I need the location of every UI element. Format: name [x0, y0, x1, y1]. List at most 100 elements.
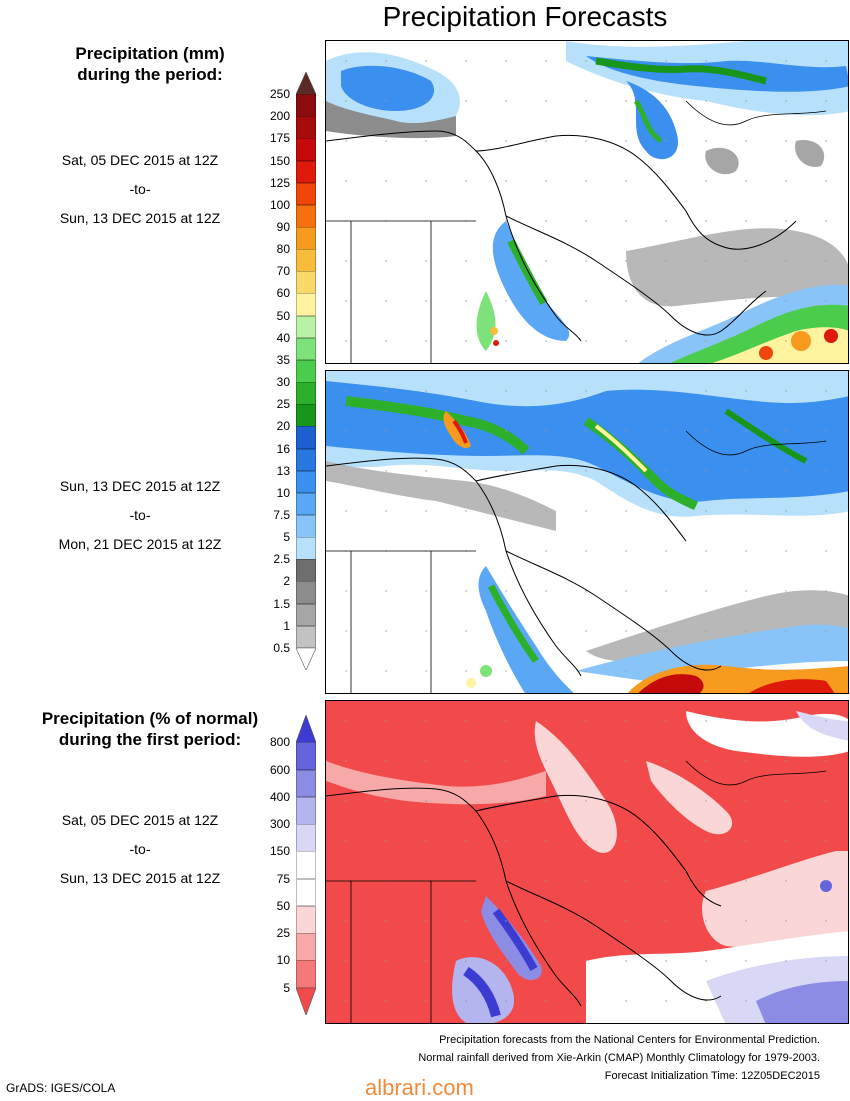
colorbar-mm-swatch	[296, 94, 316, 117]
colorbar-percent-swatch	[296, 824, 316, 852]
precip-mm-title: Precipitation (mm) during the period:	[20, 43, 280, 85]
colorbar-mm-label: 80	[276, 242, 290, 257]
footer-line2: Normal rainfall derived from Xie-Arkin (…	[418, 1052, 820, 1064]
period1-end: Sun, 13 DEC 2015 at 12Z	[59, 210, 221, 226]
period3-start: Sat, 05 DEC 2015 at 12Z	[61, 812, 219, 828]
colorbar-mm-label: 35	[276, 352, 290, 367]
colorbar-mm-label: 0.5	[273, 640, 290, 655]
colorbar-percent-swatch	[296, 769, 316, 798]
colorbar-mm-swatch	[296, 271, 316, 294]
map-period1-svg	[326, 41, 848, 363]
colorbar-percent-swatch	[296, 933, 316, 961]
page-title: Precipitation Forecasts	[382, 1, 668, 32]
colorbar-mm-swatch	[296, 359, 316, 383]
watermark: albrari.com	[365, 1075, 474, 1100]
colorbar-mm-label: 13	[276, 463, 290, 478]
colorbar-mm-bottom-arrow	[296, 647, 316, 670]
footer-notes: Precipitation forecasts from the Nationa…	[418, 1031, 820, 1085]
colorbar-percent-label: 300	[269, 817, 290, 832]
colorbar-mm-swatch	[296, 204, 316, 228]
colorbar-mm-label: 90	[276, 220, 290, 235]
colorbar-mm-swatch	[296, 514, 316, 538]
colorbar-mm-swatch	[296, 470, 316, 494]
colorbar-percent-label: 400	[269, 789, 290, 804]
colorbar-mm-swatch	[296, 559, 316, 582]
colorbar-mm-label: 16	[276, 441, 290, 456]
colorbar-percent-swatch	[296, 905, 316, 934]
precip-mm-title-line1: Precipitation (mm)	[75, 44, 225, 63]
colorbar-percent: 800 600 400 300 150 75 50 25 10 5	[270, 715, 316, 1015]
period1-start: Sat, 05 DEC 2015 at 12Z	[61, 152, 219, 168]
colorbar-mm-label: 100	[269, 197, 290, 212]
map-period2-svg	[326, 371, 848, 693]
colorbar-mm: 250 200 175 150 125 100 90 80 70 60 50 40 35 30 25 20 16…	[270, 72, 316, 670]
grads-credit: GrADS: IGES/COLA	[6, 1081, 116, 1095]
colorbar-mm-swatch	[296, 182, 316, 206]
precip-pct-title-line1: Precipitation (% of normal)	[41, 709, 259, 728]
colorbar-mm-label: 150	[269, 153, 290, 168]
map-panel-percent-normal	[325, 700, 849, 1024]
colorbar-percent-top-arrow	[296, 715, 316, 743]
colorbar-percent-swatch	[296, 796, 316, 825]
period2-start: Sun, 13 DEC 2015 at 12Z	[59, 478, 221, 494]
colorbar-mm-swatch	[296, 138, 316, 162]
colorbar-percent-swatch	[296, 960, 316, 989]
colorbar-percent-label: 25	[276, 926, 290, 941]
colorbar-mm-swatch	[296, 337, 316, 361]
colorbar-mm-swatch	[296, 382, 316, 405]
colorbar-mm-label: 10	[276, 485, 290, 500]
colorbar-mm-label: 2	[283, 574, 290, 589]
map-panel-period2	[325, 370, 849, 694]
colorbar-percent-bottom-arrow	[296, 987, 316, 1015]
colorbar-mm-swatch	[296, 492, 316, 516]
colorbar-mm-label: 1.5	[273, 596, 290, 611]
colorbar-percent-label: 600	[269, 762, 290, 777]
colorbar-mm-top-arrow	[296, 72, 316, 95]
colorbar-percent-label: 5	[283, 980, 290, 995]
colorbar-mm-swatch	[296, 315, 316, 339]
precip-pct-title: Precipitation (% of normal) during the f…	[20, 708, 280, 750]
colorbar-percent-label: 150	[269, 844, 290, 859]
colorbar-percent-label: 75	[276, 871, 290, 886]
colorbar-mm-swatch	[296, 448, 316, 472]
colorbar-mm-label: 200	[269, 109, 290, 124]
period3-label: Sat, 05 DEC 2015 at 12Z -to- Sun, 13 DEC…	[20, 806, 260, 893]
colorbar-mm-label: 7.5	[273, 507, 290, 522]
colorbar-mm-label: 1	[283, 618, 290, 633]
colorbar-mm-swatch	[296, 426, 316, 449]
colorbar-mm-label: 175	[269, 131, 290, 146]
period1-to: -to-	[129, 181, 151, 197]
colorbar-percent-label: 10	[276, 953, 290, 968]
colorbar-mm-label: 2.5	[273, 552, 290, 567]
colorbar-mm-swatch	[296, 160, 316, 184]
colorbar-mm-label: 30	[276, 375, 290, 390]
colorbar-mm-label: 50	[276, 308, 290, 323]
colorbar-mm-label: 5	[283, 530, 290, 545]
footer-line3: Forecast Initialization Time: 12Z05DEC20…	[604, 1070, 820, 1082]
colorbar-mm-swatch	[296, 625, 316, 649]
colorbar-mm-label: 70	[276, 264, 290, 279]
footer-line1: Precipitation forecasts from the Nationa…	[439, 1034, 820, 1046]
colorbar-percent-swatch	[296, 742, 316, 771]
colorbar-mm-swatch	[296, 537, 316, 560]
period3-end: Sun, 13 DEC 2015 at 12Z	[59, 870, 221, 886]
colorbar-mm-swatch	[296, 293, 316, 317]
colorbar-mm-swatch	[296, 227, 316, 250]
precip-pct-title-line2: during the first period:	[58, 730, 242, 749]
colorbar-mm-swatch	[296, 603, 316, 627]
colorbar-percent-swatch	[296, 851, 316, 880]
colorbar-mm-swatch	[296, 404, 316, 427]
colorbar-percent-label: 800	[269, 735, 290, 750]
colorbar-mm-label: 25	[276, 397, 290, 412]
colorbar-mm-label: 20	[276, 419, 290, 434]
colorbar-percent-swatch	[296, 878, 316, 907]
colorbar-mm-swatch	[296, 581, 316, 605]
precip-mm-title-line2: during the period:	[77, 65, 223, 84]
colorbar-mm-label: 250	[269, 87, 290, 102]
colorbar-mm-label: 40	[276, 330, 290, 345]
colorbar-mm-label: 125	[269, 175, 290, 190]
map-panel-period1	[325, 40, 849, 364]
map-percent-svg	[326, 701, 848, 1023]
period2-to: -to-	[129, 507, 151, 523]
colorbar-mm-swatch	[296, 116, 316, 139]
